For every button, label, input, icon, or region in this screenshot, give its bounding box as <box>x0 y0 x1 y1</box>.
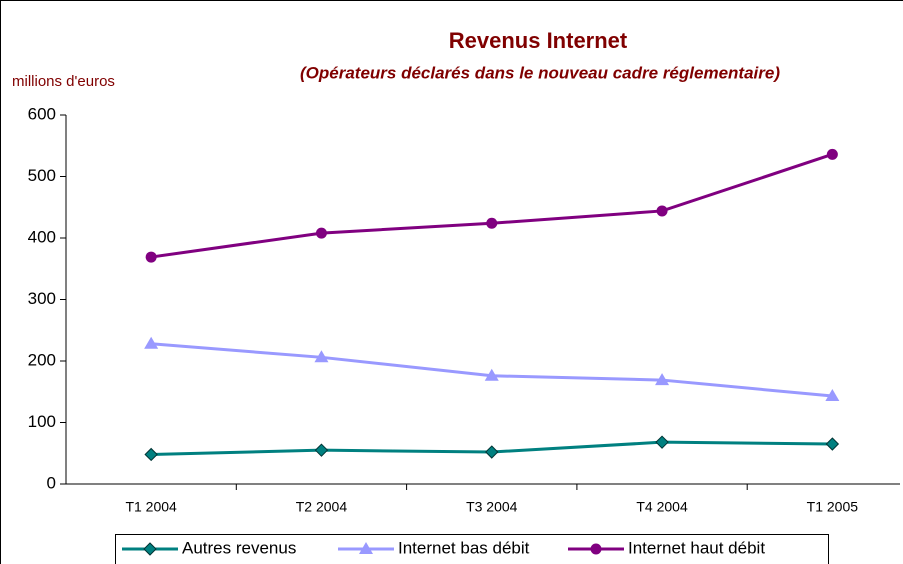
marker <box>144 336 159 349</box>
marker <box>359 542 373 554</box>
x-tick-label: T2 2004 <box>296 499 348 515</box>
x-tick-label: T3 2004 <box>466 499 518 515</box>
legend-label: Internet haut débit <box>628 538 765 557</box>
marker <box>145 251 157 263</box>
marker <box>486 217 498 229</box>
legend <box>115 534 829 564</box>
chart-subtitle: (Opérateurs déclarés dans le nouveau cad… <box>300 63 780 82</box>
marker <box>826 148 838 160</box>
y-axis-label: millions d'euros <box>12 73 115 90</box>
y-tick-label: 400 <box>28 227 56 246</box>
y-tick-label: 300 <box>28 289 56 308</box>
x-tick-label: T4 2004 <box>636 499 688 515</box>
y-tick-label: 500 <box>28 166 56 185</box>
legend-label: Internet bas débit <box>398 538 530 557</box>
x-tick-label: T1 2004 <box>125 499 177 515</box>
marker <box>144 447 158 462</box>
marker <box>656 205 668 217</box>
y-tick-label: 0 <box>47 473 56 492</box>
x-tick-label: T1 2005 <box>807 499 859 515</box>
marker <box>315 227 327 239</box>
marker <box>143 542 157 556</box>
y-tick-label: 200 <box>28 350 56 369</box>
marker <box>655 435 669 449</box>
marker <box>314 350 329 363</box>
y-tick-label: 600 <box>28 104 56 123</box>
marker <box>314 443 329 457</box>
marker <box>484 368 499 381</box>
marker <box>825 389 840 402</box>
marker <box>655 373 670 386</box>
y-tick-label: 100 <box>28 412 56 431</box>
marker <box>485 445 499 459</box>
marker <box>825 437 840 451</box>
legend-label: Autres revenus <box>182 538 296 557</box>
marker <box>590 543 602 555</box>
chart-title: Revenus Internet <box>449 28 628 53</box>
